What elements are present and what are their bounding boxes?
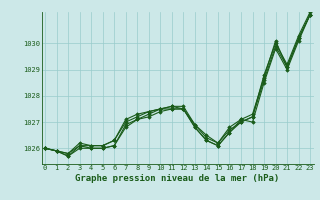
X-axis label: Graphe pression niveau de la mer (hPa): Graphe pression niveau de la mer (hPa) bbox=[76, 174, 280, 183]
